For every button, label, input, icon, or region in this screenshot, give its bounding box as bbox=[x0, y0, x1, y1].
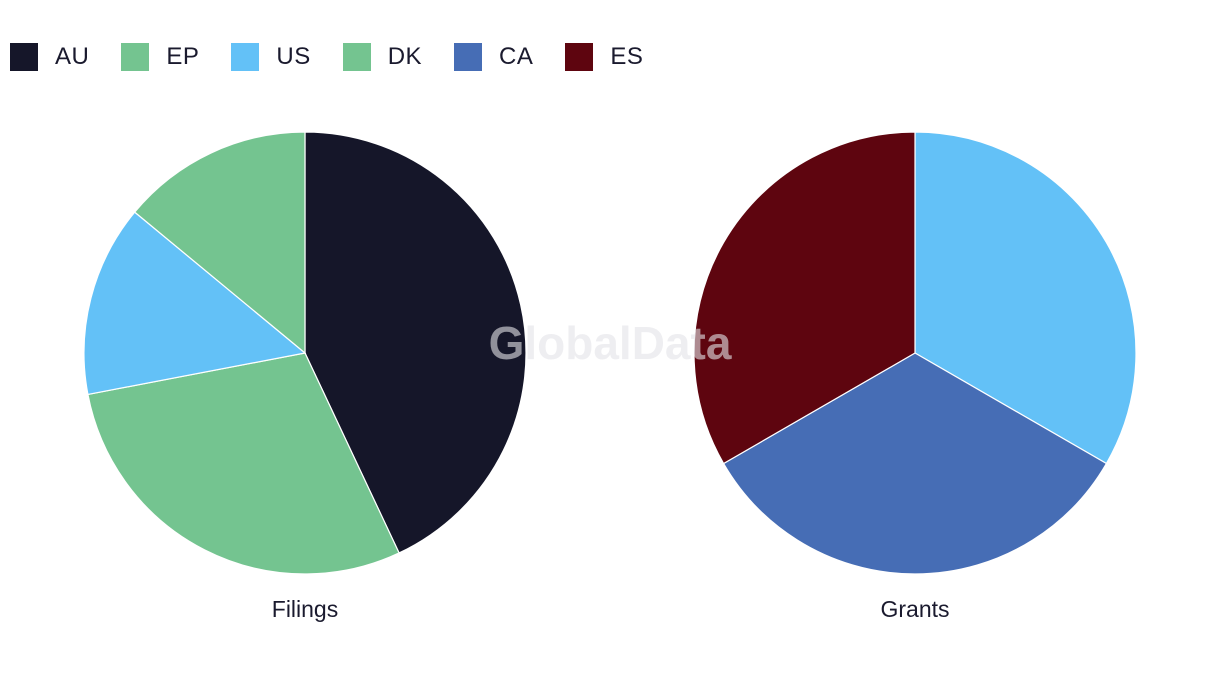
pie-slices-filings bbox=[83, 131, 527, 575]
legend-swatch-dk bbox=[342, 43, 371, 71]
pie-chart-filings: Filings bbox=[83, 131, 527, 622]
legend-swatch-ca bbox=[454, 43, 483, 71]
pie-slice-grants-ca[interactable] bbox=[722, 352, 1108, 575]
pie-title-grants: Grants bbox=[880, 596, 949, 622]
legend-swatch-us bbox=[231, 43, 260, 71]
pie-slice-filings-ep[interactable] bbox=[87, 352, 400, 575]
pie-slice-grants-es[interactable] bbox=[693, 131, 916, 465]
chart-legend: AU EP US DK CA ES bbox=[10, 43, 675, 71]
legend-label-es: ES bbox=[610, 43, 644, 70]
pie-title-filings: Filings bbox=[272, 596, 338, 622]
pie-slice-filings-au[interactable] bbox=[304, 131, 527, 554]
pie-slice-filings-us[interactable] bbox=[83, 211, 307, 396]
pie-chart-grants: Grants bbox=[693, 131, 1137, 622]
legend-swatch-es bbox=[565, 43, 594, 71]
legend-item-es[interactable]: ES bbox=[565, 43, 643, 71]
legend-label-au: AU bbox=[55, 43, 90, 70]
pie-slices-grants bbox=[693, 131, 1137, 575]
legend-item-ca[interactable]: CA bbox=[454, 43, 533, 71]
legend-label-ep: EP bbox=[166, 43, 200, 70]
legend-item-au[interactable]: AU bbox=[10, 43, 89, 71]
legend-swatch-au bbox=[10, 43, 38, 71]
legend-label-ca: CA bbox=[499, 43, 534, 70]
legend-item-ep[interactable]: EP bbox=[121, 43, 199, 71]
legend-item-dk[interactable]: DK bbox=[342, 43, 423, 71]
pie-slice-filings-dk[interactable] bbox=[133, 131, 306, 355]
legend-swatch-ep bbox=[121, 43, 150, 71]
pie-slice-grants-us[interactable] bbox=[914, 131, 1137, 465]
legend-item-us[interactable]: US bbox=[231, 43, 310, 71]
legend-label-us: US bbox=[276, 43, 311, 70]
legend-label-dk: DK bbox=[387, 43, 423, 70]
